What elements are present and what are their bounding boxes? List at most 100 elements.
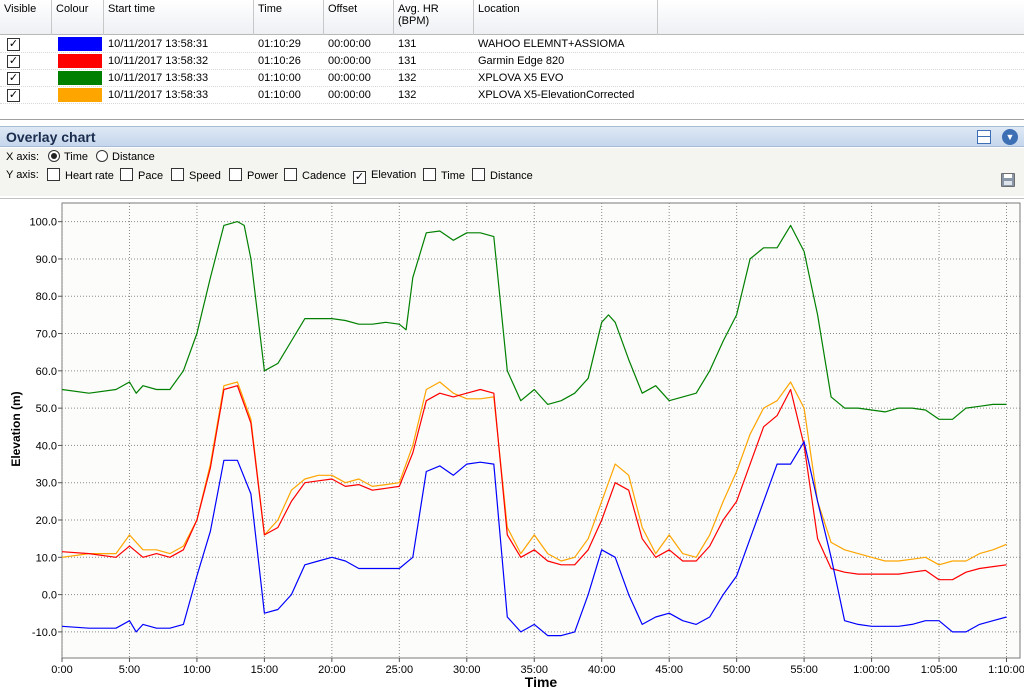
collapse-icon[interactable]: ▼ — [1002, 129, 1018, 145]
header-avg-hr-line2: (BPM) — [398, 15, 430, 27]
table-header: Visible Colour Start time Time Offset Av… — [0, 0, 1024, 35]
y-tick-label: 90.0 — [36, 254, 57, 266]
checkbox-icon[interactable] — [472, 168, 485, 181]
radio-icon[interactable] — [96, 150, 108, 162]
x-tick-label: 30:00 — [453, 664, 481, 676]
header-location[interactable]: Location — [474, 0, 658, 35]
x-tick-label: 35:00 — [520, 664, 548, 676]
y-option-power[interactable]: Power — [229, 168, 278, 184]
x-tick-label: 25:00 — [386, 664, 414, 676]
y-option-label: Cadence — [302, 170, 347, 182]
header-visible[interactable]: Visible — [0, 0, 52, 35]
checkbox-icon[interactable] — [120, 168, 133, 181]
checkbox-icon[interactable] — [423, 168, 436, 181]
x-axis-label: X axis: — [6, 151, 40, 163]
y-tick-label: 20.0 — [36, 515, 57, 527]
x-tick-label: 45:00 — [655, 664, 683, 676]
y-axis-label: Y axis: — [6, 169, 39, 181]
y-tick-label: 30.0 — [36, 478, 57, 490]
checkbox-icon[interactable] — [284, 168, 297, 181]
header-avg-hr[interactable]: Avg. HR (BPM) — [394, 0, 474, 35]
x-tick-label: 5:00 — [119, 664, 140, 676]
save-icon[interactable] — [1001, 173, 1015, 187]
y-option-distance[interactable]: Distance — [472, 168, 533, 184]
avg-hr-cell: 132 — [398, 72, 417, 84]
x-tick-label: 15:00 — [251, 664, 279, 676]
y-tick-label: 70.0 — [36, 329, 57, 341]
y-tick-label: 40.0 — [36, 440, 57, 452]
table-row[interactable]: ✓ 10/11/2017 13:58:33 01:10:00 00:00:00 … — [0, 87, 1024, 104]
y-option-time[interactable]: Time — [423, 168, 465, 184]
offset-cell[interactable]: 00:00:00 — [328, 89, 371, 101]
y-option-label: Heart rate — [65, 170, 114, 182]
y-tick-label: 50.0 — [36, 403, 57, 415]
y-option-label: Elevation — [371, 169, 417, 181]
offset-cell[interactable]: 00:00:00 — [328, 72, 371, 84]
visible-checkbox[interactable]: ✓ — [7, 55, 20, 68]
y-option-cadence[interactable]: Cadence — [284, 168, 346, 184]
checkbox-icon[interactable] — [229, 168, 242, 181]
checkbox-icon[interactable] — [171, 168, 184, 181]
y-tick-labels: -10.0 0.0 10.0 20.0 30.0 40.0 50.0 60.0 70.0 80.0… — [29, 217, 57, 639]
visible-checkbox[interactable]: ✓ — [7, 89, 20, 102]
y-option-label: Time — [441, 170, 466, 182]
y-tick-label: 60.0 — [36, 366, 57, 378]
start-time-cell: 10/11/2017 13:58:31 — [108, 38, 209, 50]
time-cell: 01:10:26 — [258, 55, 301, 67]
y-option-label: Power — [247, 170, 279, 182]
y-option-speed[interactable]: Speed — [171, 168, 221, 184]
visible-checkbox[interactable]: ✓ — [7, 72, 20, 85]
visible-checkbox[interactable]: ✓ — [7, 38, 20, 51]
colour-swatch[interactable] — [58, 88, 102, 102]
time-cell: 01:10:29 — [258, 38, 301, 50]
x-tick-label: 1:00:00 — [853, 664, 890, 676]
location-cell: WAHOO ELEMNT+ASSIOMA — [478, 38, 625, 50]
header-start-time[interactable]: Start time — [104, 0, 254, 35]
x-option-label: Time — [64, 151, 89, 163]
start-time-cell: 10/11/2017 13:58:32 — [108, 55, 209, 67]
y-tick-label: 10.0 — [36, 552, 57, 564]
y-option-heart-rate[interactable]: Heart rate — [47, 168, 114, 184]
offset-cell[interactable]: 00:00:00 — [328, 38, 371, 50]
y-tick-label: -10.0 — [32, 627, 57, 639]
series-line — [61, 385, 1007, 581]
x-option-distance[interactable]: Distance — [96, 150, 155, 166]
x-tick-label: 1:10:00 — [988, 664, 1024, 676]
table-row[interactable]: ✓ 10/11/2017 13:58:32 01:10:26 00:00:00 … — [0, 53, 1024, 70]
table-row[interactable]: ✓ 10/11/2017 13:58:31 01:10:29 00:00:00 … — [0, 36, 1024, 53]
checkbox-icon[interactable] — [47, 168, 60, 181]
radio-icon[interactable] — [48, 150, 60, 162]
time-cell: 01:10:00 — [258, 72, 301, 84]
y-option-pace[interactable]: Pace — [120, 168, 163, 184]
offset-cell[interactable]: 00:00:00 — [328, 55, 371, 67]
layout-icon[interactable] — [977, 130, 991, 144]
axis-options: X axis: Time Distance Y axis: Heart rate… — [0, 148, 1024, 196]
colour-swatch[interactable] — [58, 54, 102, 68]
header-time[interactable]: Time — [254, 0, 324, 35]
header-avg-hr-line1: Avg. HR — [398, 3, 439, 15]
y-option-elevation[interactable]: ✓ Elevation — [353, 168, 416, 184]
x-tick-label: 50:00 — [723, 664, 751, 676]
series-line — [61, 441, 1007, 637]
colour-swatch[interactable] — [58, 37, 102, 51]
checkbox-icon[interactable]: ✓ — [353, 171, 366, 184]
start-time-cell: 10/11/2017 13:58:33 — [108, 72, 209, 84]
x-option-time[interactable]: Time — [48, 150, 88, 166]
x-axis-row: X axis: Time Distance — [0, 149, 1024, 167]
activity-table: Visible Colour Start time Time Offset Av… — [0, 0, 1024, 120]
header-colour[interactable]: Colour — [52, 0, 104, 35]
y-tick-label: 0.0 — [42, 590, 57, 602]
colour-swatch[interactable] — [58, 71, 102, 85]
overlay-chart: 0:00 5:00 10:00 15:00 20:00 25:00 30:00 35:00 40… — [0, 198, 1024, 691]
table-row[interactable]: ✓ 10/11/2017 13:58:33 01:10:00 00:00:00 … — [0, 70, 1024, 87]
y-axis-row: Y axis: Heart rate Pace Speed Power Cade… — [0, 167, 1024, 185]
x-option-label: Distance — [112, 151, 155, 163]
elevation-chart: 0:00 5:00 10:00 15:00 20:00 25:00 30:00 35:00 40… — [9, 202, 1024, 690]
x-tick-label: 10:00 — [183, 664, 211, 676]
header-offset[interactable]: Offset — [324, 0, 394, 35]
x-tick-label: 55:00 — [790, 664, 818, 676]
x-tick-labels: 0:00 5:00 10:00 15:00 20:00 25:00 30:00 35:00 40… — [51, 664, 1024, 676]
series-line — [61, 221, 1007, 420]
plot-area — [61, 202, 1021, 659]
x-tick-label: 40:00 — [588, 664, 616, 676]
